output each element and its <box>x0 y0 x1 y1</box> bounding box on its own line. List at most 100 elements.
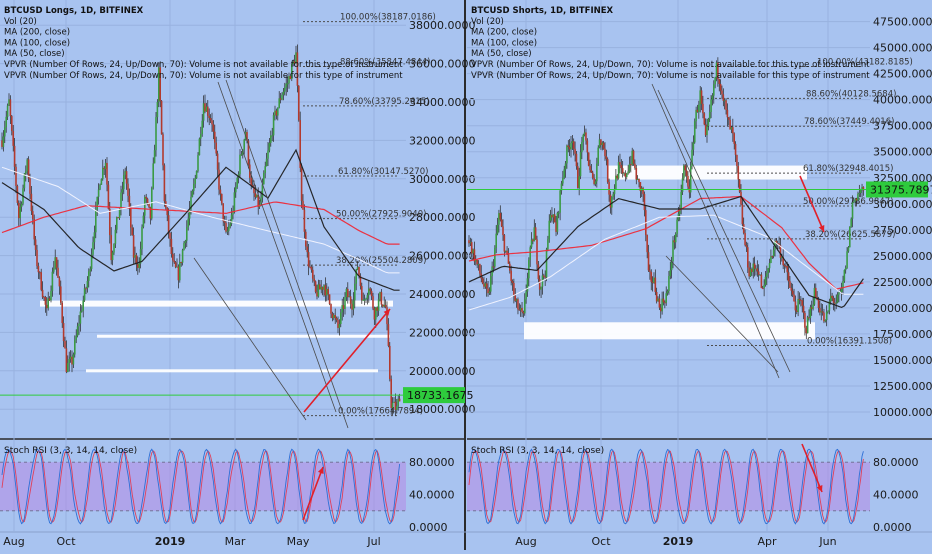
fib-level-label: 0.00%(16391.1508) <box>807 336 892 346</box>
candle-body <box>183 243 185 251</box>
candle-body <box>623 173 625 175</box>
support-resistance-zone[interactable] <box>608 165 807 180</box>
candle-body <box>636 178 639 180</box>
candle-body <box>838 292 840 295</box>
candle-body <box>649 270 651 272</box>
trendline[interactable] <box>665 255 779 373</box>
candle-body <box>92 242 94 255</box>
candle-body <box>692 142 695 150</box>
candle-body <box>114 229 117 244</box>
support-resistance-zone[interactable] <box>40 300 393 307</box>
candle-body <box>285 83 287 88</box>
candle-body <box>128 195 131 208</box>
candle-body <box>557 212 560 214</box>
shorts-panel[interactable]: 10000.0000 12500.0000 15000.0000 17500.0000… <box>467 0 932 548</box>
candle-body <box>849 226 851 248</box>
candle-body <box>575 153 578 167</box>
candle-body <box>221 193 223 204</box>
candle-body <box>809 307 812 319</box>
candle-body <box>719 83 722 91</box>
moving-average-line <box>1 148 400 291</box>
candle-body <box>261 184 264 198</box>
candle-body <box>632 150 635 164</box>
candle-body <box>281 94 283 100</box>
support-resistance-zone[interactable] <box>97 334 390 338</box>
candle-body <box>681 178 684 192</box>
candle-body <box>369 288 371 291</box>
indicator-legend-item: VPVR (Number Of Rows, 24, Up/Down, 70): … <box>4 60 403 70</box>
candle-body <box>342 305 345 309</box>
candle-body <box>770 256 772 264</box>
candle-body <box>330 304 332 314</box>
candle-body <box>190 196 192 210</box>
candle-body <box>815 287 817 298</box>
candle-body <box>801 300 803 306</box>
candle-body <box>130 207 132 228</box>
candle-body <box>279 98 282 100</box>
candle-body <box>347 288 349 298</box>
candle-body <box>693 121 696 143</box>
fib-level-label: 38.20%(25504.2809) <box>336 256 426 266</box>
candle-body <box>658 298 661 308</box>
candle-body <box>319 284 321 290</box>
longs-panel[interactable]: 18000.0000 20000.0000 22000.0000 24000.0000… <box>0 0 475 548</box>
candle-body <box>375 307 377 320</box>
trendline[interactable] <box>225 79 349 429</box>
candle-body <box>201 120 203 135</box>
candle-body <box>326 288 328 296</box>
trendline[interactable] <box>651 83 780 379</box>
candle-body <box>571 141 574 143</box>
projection-arrow[interactable] <box>303 308 391 413</box>
panel-title: BTCUSD Longs, 1D, BITFINEX <box>4 6 144 16</box>
candle-body <box>370 290 373 297</box>
candle-body <box>683 165 685 179</box>
candle-body <box>570 142 572 150</box>
projection-arrow-head <box>383 309 390 316</box>
candle-body <box>540 286 542 290</box>
candle-body <box>144 196 146 216</box>
rsi-projection-arrow[interactable] <box>302 466 324 521</box>
support-resistance-zone[interactable] <box>524 322 815 340</box>
projection-arrow[interactable] <box>799 175 825 233</box>
candle-body <box>33 218 35 240</box>
candle-body <box>317 284 320 297</box>
candle-body <box>159 67 161 101</box>
indicator-legend-item: VPVR (Number Of Rows, 24, Up/Down, 70): … <box>4 71 403 81</box>
candle-body <box>377 299 380 311</box>
candle-body <box>665 293 667 303</box>
candle-body <box>43 297 45 299</box>
candle-body <box>153 150 156 164</box>
candle-body <box>41 289 44 298</box>
candle-body <box>271 135 273 137</box>
candle-body <box>854 198 857 202</box>
trendline[interactable] <box>657 89 791 373</box>
candle-body <box>125 171 128 184</box>
candle-body <box>277 107 279 116</box>
trendline[interactable] <box>193 257 307 421</box>
candle-body <box>120 192 122 209</box>
candle-body <box>843 270 846 282</box>
candle-body <box>212 124 215 132</box>
candle-body <box>137 264 139 268</box>
candle-body <box>500 219 503 227</box>
candle-body <box>710 99 712 112</box>
candle-body <box>30 193 33 212</box>
candle-body <box>148 202 150 207</box>
candle-body <box>487 288 489 294</box>
support-resistance-zone[interactable] <box>86 369 378 373</box>
candle-body <box>295 52 297 64</box>
candle-body <box>338 324 341 328</box>
candle-body <box>655 292 658 302</box>
candle-body <box>124 171 126 175</box>
indicator-legend-item: VPVR (Number Of Rows, 24, Up/Down, 70): … <box>471 71 870 81</box>
candle-body <box>44 297 47 305</box>
trendline[interactable] <box>217 81 337 413</box>
candle-body <box>726 109 729 118</box>
candle-body <box>351 303 353 310</box>
candle-body <box>842 281 844 289</box>
indicator-legend-item: MA (100, close) <box>471 38 537 48</box>
rsi-projection-arrow[interactable] <box>801 443 823 493</box>
candle-body <box>495 233 497 248</box>
candle-body <box>598 139 601 148</box>
